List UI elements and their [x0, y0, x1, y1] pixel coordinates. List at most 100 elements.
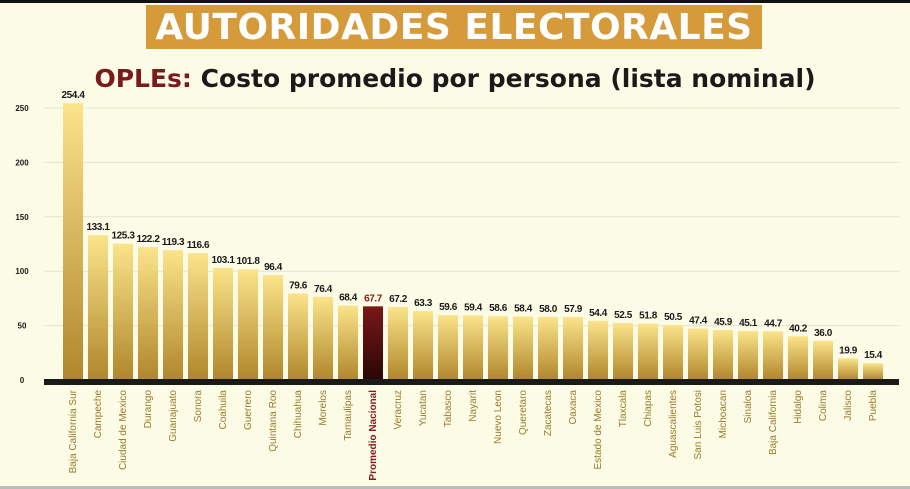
bar: [613, 322, 633, 380]
bar-value-label: 36.0: [814, 328, 833, 339]
x-tick-label: Chiapas: [643, 390, 654, 427]
bar: [88, 235, 108, 380]
x-tick-label: Nuevo Leon: [493, 390, 504, 444]
bar-value-label: 101.8: [236, 256, 260, 267]
bar-value-label: 15.4: [864, 350, 883, 361]
bar: [363, 306, 383, 380]
x-axis-line: [44, 379, 899, 385]
x-tick-label: Chihuahua: [293, 390, 304, 439]
bar-value-label: 45.1: [739, 318, 758, 329]
x-tick-label: Zacatecas: [543, 390, 554, 436]
bar-value-label: 67.7: [364, 293, 383, 304]
x-tick-label: Veracruz: [393, 390, 404, 429]
x-tick-label: Yucatan: [418, 390, 429, 426]
chart-subtitle: OPLEs: Costo promedio por persona (lista…: [0, 64, 910, 93]
y-tick-label: 0: [20, 376, 25, 385]
bar-value-label: 76.4: [314, 284, 333, 295]
x-tick-label: Durango: [143, 390, 154, 429]
bar: [588, 320, 608, 380]
bar: [738, 330, 758, 380]
bar: [863, 363, 883, 380]
x-tick-label: Hidalgo: [793, 390, 804, 424]
x-tick-label: Tamaulipas: [343, 390, 354, 441]
y-tick-label: 100: [15, 267, 29, 276]
x-tick-label: Sonora: [193, 390, 204, 423]
x-tick-label: Morelos: [318, 390, 329, 426]
bar: [113, 243, 133, 380]
y-tick-label: 150: [15, 213, 29, 222]
x-tick-label: Promedio Nacional: [368, 390, 379, 481]
x-tick-label: Sinaloa: [743, 390, 754, 424]
bar-value-label: 54.4: [589, 308, 608, 319]
bar-value-label: 57.9: [564, 304, 583, 315]
bar-value-label: 47.4: [689, 315, 708, 326]
bar-value-label: 51.8: [639, 311, 658, 322]
x-tick-label: Ciudad de Mexico: [118, 390, 129, 470]
y-tick-label: 50: [18, 322, 27, 331]
x-tick-label: Queretaro: [518, 390, 529, 435]
bar-value-label: 58.4: [514, 303, 533, 314]
x-tick-label: Campeche: [93, 390, 104, 439]
bar: [388, 306, 408, 380]
x-tick-label: San Luis Potosi: [693, 390, 704, 460]
bar: [138, 247, 158, 380]
bar-value-label: 254.4: [61, 90, 85, 101]
y-tick-label: 250: [15, 104, 29, 113]
x-tick-label: Baja California: [768, 390, 779, 455]
bar-value-label: 79.6: [289, 280, 308, 291]
bar-value-label: 59.6: [439, 302, 458, 313]
bar-value-label: 45.9: [714, 317, 733, 328]
bar-value-label: 50.5: [664, 312, 683, 323]
bar: [813, 340, 833, 380]
bar: [288, 293, 308, 380]
bar: [513, 316, 533, 380]
bar: [338, 305, 358, 380]
bar: [213, 267, 233, 380]
bar: [563, 317, 583, 380]
bar-value-label: 96.4: [264, 262, 283, 273]
x-tick-label: Aguascalientes: [668, 390, 679, 458]
bar-value-label: 116.6: [187, 240, 210, 251]
bar: [313, 296, 333, 380]
bar: [763, 331, 783, 380]
bar-value-label: 103.1: [211, 255, 235, 266]
bar: [788, 336, 808, 380]
x-tick-label: Jalisco: [843, 390, 854, 421]
bar-value-label: 58.0: [539, 304, 558, 315]
bar-value-label: 125.3: [111, 231, 135, 242]
x-tick-label: Guanajuato: [168, 390, 179, 442]
y-tick-label: 200: [15, 158, 29, 167]
bar: [713, 330, 733, 380]
bottom-border: [0, 486, 910, 489]
bar: [263, 275, 283, 380]
top-border: [0, 0, 910, 3]
bar-value-label: 52.5: [614, 310, 633, 321]
bar: [413, 311, 433, 380]
x-tick-label: Tlaxcala: [618, 390, 629, 428]
bar-value-label: 67.2: [389, 294, 408, 305]
bar-value-label: 44.7: [764, 318, 783, 329]
x-tick-label: Puebla: [868, 390, 879, 422]
x-tick-label: Tabasco: [443, 390, 454, 428]
bar-value-label: 68.4: [339, 293, 358, 304]
subtitle-text: Costo promedio por persona (lista nomina…: [191, 64, 816, 93]
bar-value-label: 122.2: [136, 234, 160, 245]
bar: [838, 358, 858, 380]
x-tick-label: Coahuila: [218, 390, 229, 430]
x-tick-label: Michoacan: [718, 390, 729, 438]
x-tick-label: Guerrero: [243, 390, 254, 430]
bar-value-label: 133.1: [86, 222, 110, 233]
bar: [188, 253, 208, 380]
bar: [688, 328, 708, 380]
bar: [463, 315, 483, 380]
x-tick-label: Colima: [818, 390, 829, 422]
bar: [163, 250, 183, 380]
bar: [238, 269, 258, 380]
bar-value-label: 19.9: [839, 345, 858, 356]
subtitle-highlight: OPLEs:: [94, 64, 192, 93]
bar-value-label: 40.2: [789, 323, 808, 334]
title-banner: AUTORIDADES ELECTORALES: [146, 5, 762, 49]
bar-value-label: 58.6: [489, 303, 508, 314]
bar: [488, 316, 508, 380]
